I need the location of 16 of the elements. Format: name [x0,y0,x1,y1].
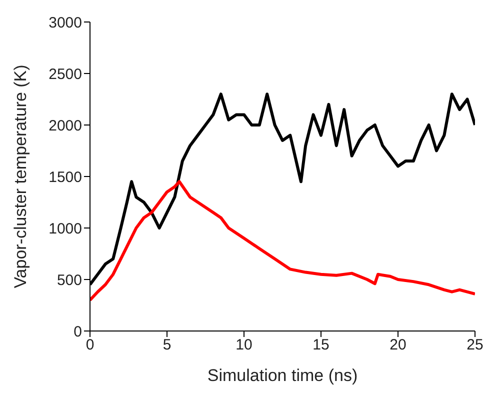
x-tick-label: 0 [86,336,94,354]
x-tick-label: 15 [312,336,330,354]
y-tick-label: 3000 [48,14,82,32]
x-tick-label: 10 [236,336,252,354]
y-tick-label: 500 [56,272,82,289]
y-tick-label: 0 [74,323,82,340]
y-tick-label: 1000 [48,220,82,238]
x-tick-label: 25 [466,336,484,354]
line-series [90,180,475,302]
y-tick-label: 2000 [48,117,82,134]
x-tick-label: 20 [390,336,406,354]
y-axis-title: Vapor-cluster temperature (K) [11,64,30,288]
x-axis-title: Simulation time (ns) [207,366,358,385]
y-tick-label: 2500 [48,66,82,83]
y-tick-label: 1500 [48,168,82,186]
x-tick-label: 5 [162,336,172,354]
